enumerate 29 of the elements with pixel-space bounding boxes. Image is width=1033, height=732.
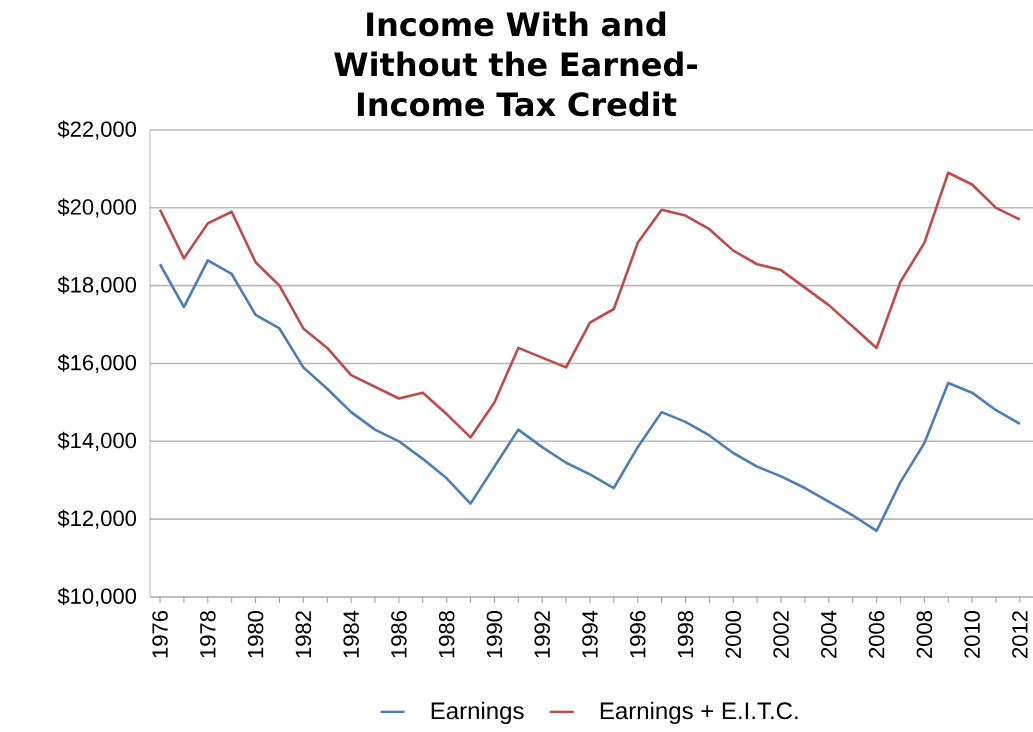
x-tick-label: 1996 [629, 611, 646, 658]
y-tick-label: $16,000 [57, 353, 137, 374]
y-tick-label: $18,000 [57, 276, 137, 296]
x-tick-label: 1984 [343, 610, 359, 658]
x-tick-label: 1982 [295, 611, 312, 658]
y-tick-label: $22,000 [57, 120, 137, 140]
x-tick-label: 1992 [534, 611, 550, 658]
x-tick-label: 1978 [200, 611, 216, 658]
x-tick-label: 1998 [677, 611, 694, 658]
x-tick-label: 2010 [964, 610, 980, 658]
chart-title: Income With and Without the Earned-Income Tax Credit [334, 11, 697, 117]
legend-label: Earnings [431, 701, 524, 725]
y-tick-label: $12,000 [57, 509, 137, 529]
y-tick-label: $14,000 [57, 431, 137, 451]
x-tick-label: 1986 [391, 611, 407, 658]
x-tick-label: 1976 [152, 611, 168, 658]
y-tick-label: $10,000 [57, 587, 137, 607]
x-tick-label: 1980 [247, 610, 264, 658]
x-tick-label: 2000 [725, 610, 742, 658]
legend-label: Earnings + E.I.T.C. [600, 701, 798, 725]
x-tick-label: 2002 [773, 611, 789, 658]
y-tick-label: $20,000 [57, 198, 137, 218]
x-tick-label: 2004 [821, 610, 837, 658]
x-tick-label: 2006 [868, 611, 885, 658]
x-tick-label: 2008 [916, 611, 933, 658]
x-tick-label: 1988 [438, 611, 455, 658]
x-tick-label: 1990 [486, 610, 503, 658]
x-tick-label: 2012 [1012, 611, 1028, 658]
x-tick-label: 1994 [582, 610, 598, 658]
